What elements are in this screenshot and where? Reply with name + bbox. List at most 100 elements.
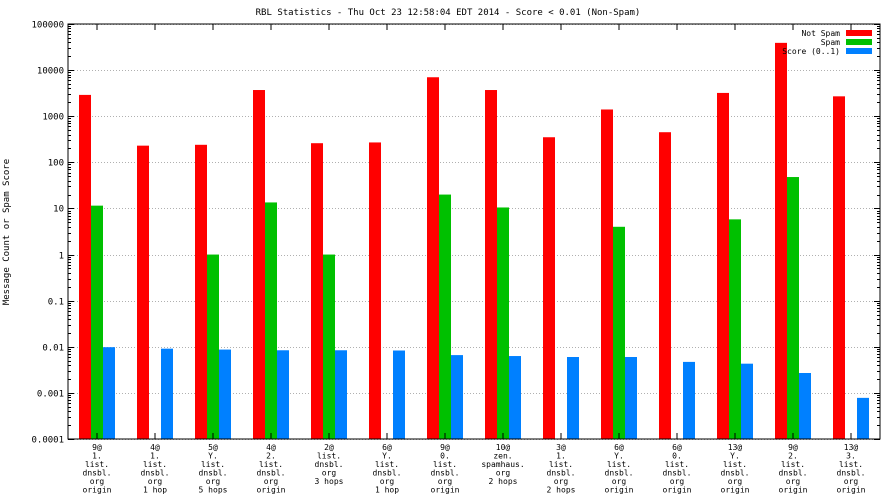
x-tick-label: list. [259,460,283,469]
x-tick-label: origin [431,486,460,495]
x-tick-label: list. [433,460,457,469]
legend-swatch [846,48,872,54]
x-tick-label: zen. [493,452,512,461]
x-tick-label: org [206,477,221,486]
x-tick-label: dnsbl. [199,469,228,478]
x-tick-label: 5 hops [199,486,228,495]
x-tick-label: org [380,477,395,486]
x-tick-label: 1 hop [375,486,399,495]
x-tick-label: 2 hops [547,486,576,495]
x-tick-label: Y. [208,452,218,461]
x-tick-label: dnsbl. [141,469,170,478]
y-tick-label: 0.01 [42,344,64,354]
bar-not-spam [775,42,787,439]
bar-score-0-1 [277,350,289,439]
y-tick-label: 0.001 [37,390,64,400]
bar-not-spam [833,96,845,440]
bar-not-spam [311,143,323,439]
x-tick-label: 2. [266,452,276,461]
x-tick-label: 3 hops [315,477,344,486]
x-tick-label: 9@ [788,443,798,452]
x-tick-label: dnsbl. [83,469,112,478]
x-tick-label: list. [723,460,747,469]
x-tick-label: org [90,477,105,486]
bar-score-0-1 [451,355,463,439]
x-tick-label: origin [837,486,866,495]
bar-score-0-1 [161,348,173,439]
bar-spam [613,226,625,439]
x-tick-label: dnsbl. [373,469,402,478]
x-tick-label: org [322,469,337,478]
bar-not-spam [369,142,381,439]
bar-not-spam [659,132,671,439]
x-tick-label: org [612,477,627,486]
bar-spam [729,219,741,439]
x-tick-label: 10@ [496,443,511,452]
bar-score-0-1 [683,361,695,439]
bar-spam [439,194,451,439]
x-tick-label: 6@ [382,443,392,452]
x-tick-label: 0. [440,452,450,461]
x-tick-label: org [438,477,453,486]
x-tick-label: org [728,477,743,486]
bar-score-0-1 [509,356,521,439]
bar-score-0-1 [567,357,579,439]
x-tick-label: dnsbl. [431,469,460,478]
bar-score-0-1 [625,357,637,439]
y-ticks: 100000 10000 1000 100 10 1 0.1 0.01 0.001 0.0001 [31,21,880,446]
x-tick-label: org [264,477,279,486]
x-tick-label: Y. [614,452,624,461]
x-tick-label: 1. [556,452,566,461]
x-tick-label: org [670,477,685,486]
bar-score-0-1 [857,397,869,439]
x-ticks: 9@1.list.dnsbl.orgorigin4@1.list.dnsbl.o… [83,24,866,495]
x-tick-label: 1 hop [143,486,167,495]
x-tick-label: 6@ [614,443,624,452]
x-tick-label: 1. [150,452,160,461]
x-tick-label: list. [143,460,167,469]
x-tick-label: 6@ [672,443,682,452]
y-tick-label: 10000 [37,67,64,77]
bar-score-0-1 [799,372,811,439]
legend-label: Spam [821,38,840,47]
x-tick-label: Y. [730,452,740,461]
plot-border [67,23,881,440]
x-tick-label: origin [83,486,112,495]
x-tick-label: dnsbl. [257,469,286,478]
x-tick-label: 2@ [324,443,334,452]
bar-not-spam [427,77,439,439]
x-tick-label: origin [779,486,808,495]
chart-title: RBL Statistics - Thu Oct 23 12:58:04 EDT… [256,8,641,18]
bar-not-spam [137,145,149,439]
x-tick-label: 9@ [92,443,102,452]
x-tick-label: 1. [92,452,102,461]
x-tick-label: org [786,477,801,486]
x-tick-label: list. [839,460,863,469]
x-tick-label: list. [201,460,225,469]
legend-label: Not Spam [801,29,840,38]
x-tick-label: list. [607,460,631,469]
y-tick-label: 0.1 [48,298,64,308]
x-tick-label: 0. [672,452,682,461]
x-tick-label: org [844,477,859,486]
x-tick-label: list. [317,452,341,461]
x-tick-label: list. [375,460,399,469]
bar-spam [265,202,277,439]
bar-score-0-1 [103,347,115,439]
x-tick-label: origin [663,486,692,495]
bar-score-0-1 [393,350,405,439]
y-tick-label: 1000 [42,113,64,123]
bar-not-spam [543,137,555,439]
y-tick-label: 10 [53,205,64,215]
x-tick-label: org [554,477,569,486]
y-tick-label: 100000 [31,21,64,31]
x-tick-label: dnsbl. [547,469,576,478]
bar-score-0-1 [741,363,753,439]
x-tick-label: 13@ [844,443,859,452]
bar-spam [787,177,799,439]
x-tick-label: 5@ [208,443,218,452]
bar-not-spam [601,109,613,439]
x-tick-label: dnsbl. [779,469,808,478]
